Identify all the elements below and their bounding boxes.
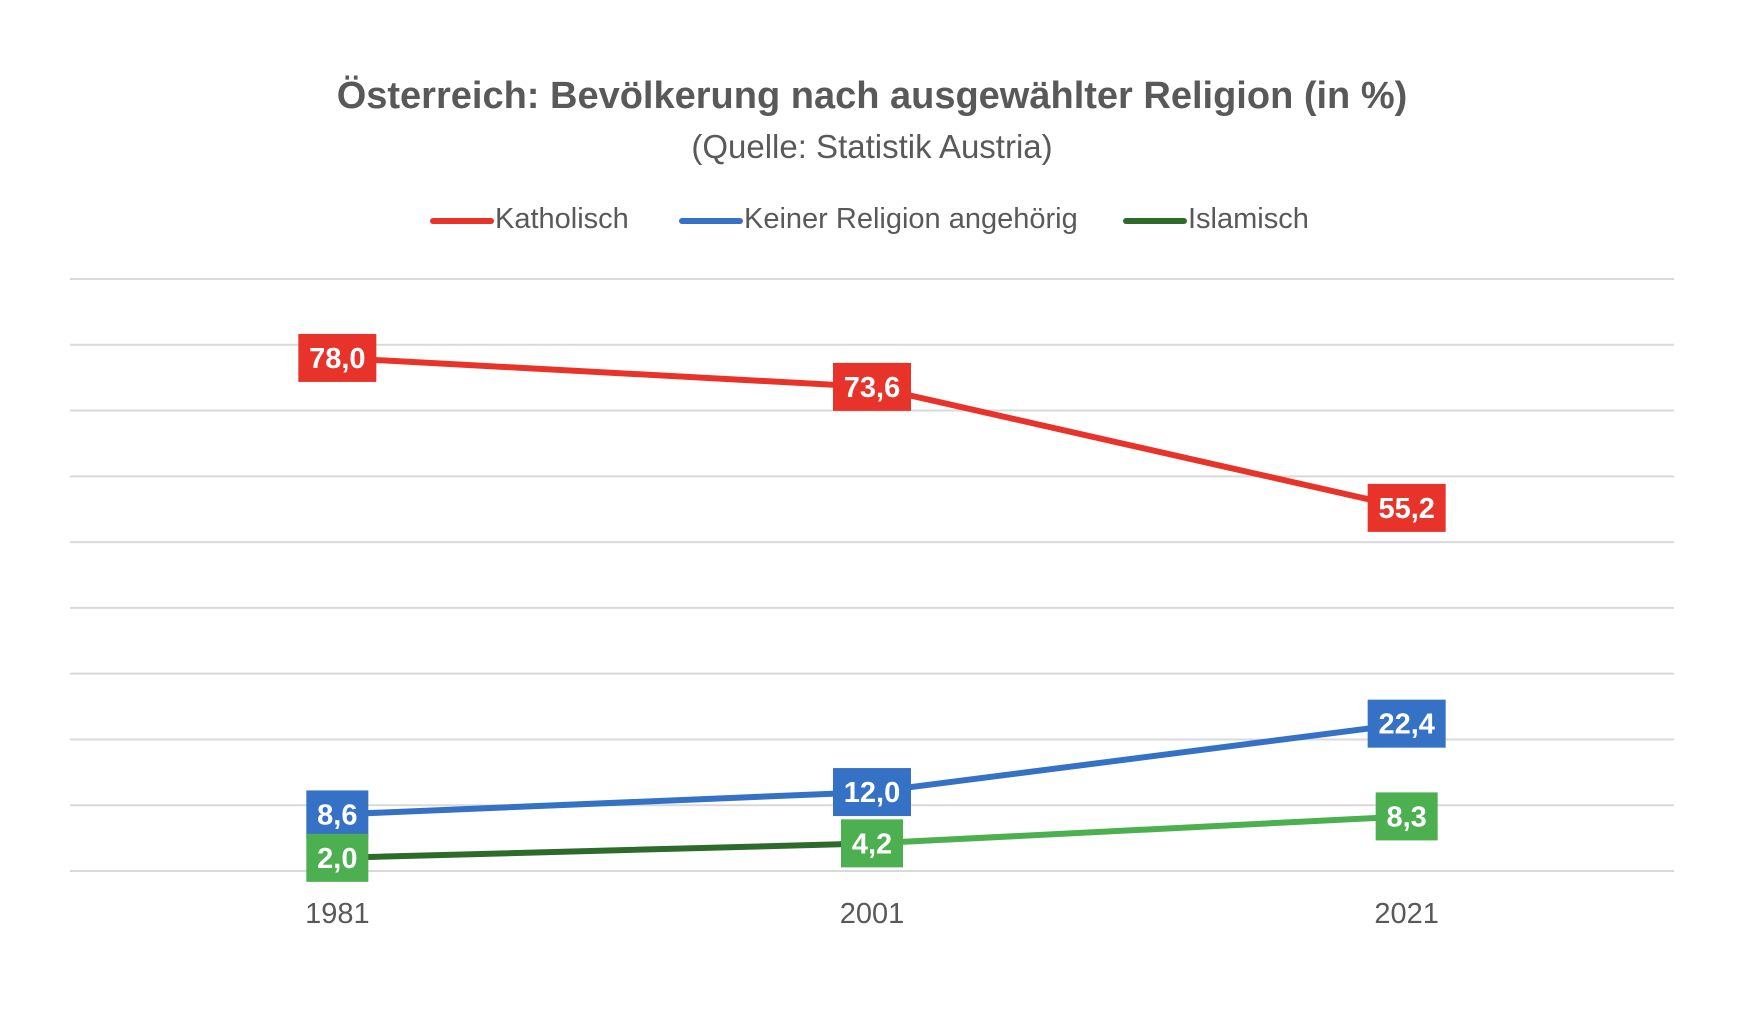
data-label-text: 2,0 [317, 843, 357, 875]
data-label-0-0: 78,0 [298, 333, 377, 382]
x-tick-2001: 2001 [840, 898, 905, 930]
series-0-segment-1 [869, 383, 1410, 511]
series-1-segment-0 [334, 789, 875, 818]
data-label-2-2: 8,3 [1375, 792, 1438, 841]
data-label-text: 78,0 [309, 343, 365, 375]
legend: Katholisch Keiner Religion angehörig Islam… [430, 203, 1309, 235]
legend-label-1: Keiner Religion angehörig [744, 203, 1078, 235]
series-0-segment-0 [334, 354, 875, 390]
data-label-2-1: 4,2 [841, 819, 903, 868]
data-label-1-2: 22,4 [1367, 699, 1446, 748]
data-label-box [306, 833, 369, 882]
series-2-segment-1 [869, 813, 1410, 847]
data-label-1-0: 8,6 [306, 790, 369, 839]
x-axis: 1981 2001 2021 [305, 898, 1439, 930]
series-2-segment-0 [334, 840, 875, 861]
data-label-box [1367, 483, 1446, 532]
data-label-text: 73,6 [844, 372, 900, 404]
data-label-box [841, 819, 903, 868]
chart-title: Österreich: Bevölkerung nach ausgewählte… [337, 74, 1408, 117]
x-tick-1981: 1981 [305, 898, 370, 930]
data-label-1-1: 12,0 [833, 768, 911, 817]
data-label-box [1375, 792, 1438, 841]
x-tick-2021: 2021 [1374, 898, 1439, 930]
data-label-box [1367, 699, 1446, 748]
data-labels: 78,0 73,6 55,2 8,6 12,0 22,4 2,0 4,2 8,3 [298, 333, 1446, 882]
data-label-text: 4,2 [852, 828, 892, 860]
data-label-text: 8,3 [1387, 801, 1427, 833]
data-label-text: 22,4 [1378, 709, 1434, 741]
legend-label-2: Islamisch [1188, 203, 1309, 235]
series-lines [334, 354, 1410, 861]
chart-subtitle: (Quelle: Statistik Austria) [691, 128, 1052, 165]
legend-label-0: Katholisch [495, 203, 629, 235]
data-label-box [833, 362, 911, 411]
data-label-text: 8,6 [317, 799, 357, 831]
data-label-2-0: 2,0 [306, 833, 369, 882]
data-label-box [833, 768, 911, 817]
series-1-segment-1 [869, 720, 1410, 796]
data-label-text: 55,2 [1378, 493, 1434, 525]
data-label-box [298, 333, 377, 382]
data-label-0-1: 73,6 [833, 362, 911, 411]
data-label-0-2: 55,2 [1367, 483, 1446, 532]
data-label-box [306, 790, 369, 839]
data-label-text: 12,0 [844, 777, 900, 809]
